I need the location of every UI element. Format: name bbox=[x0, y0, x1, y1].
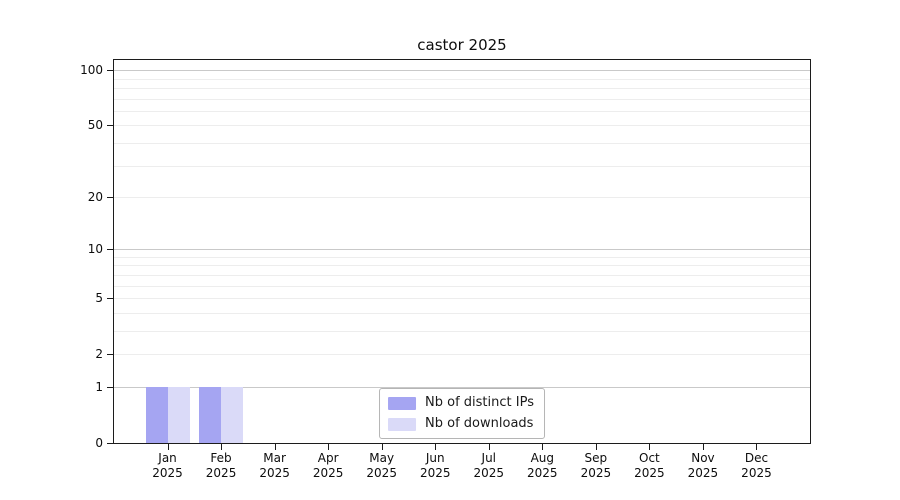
y-tick-label: 0 bbox=[95, 436, 103, 450]
x-tick-label: Oct 2025 bbox=[634, 451, 665, 480]
minor-gridline bbox=[114, 330, 810, 332]
x-tick bbox=[381, 444, 383, 450]
distinct-ips-swatch bbox=[388, 396, 417, 410]
y-tick bbox=[107, 298, 113, 300]
y-tick bbox=[107, 354, 113, 356]
x-tick bbox=[167, 444, 169, 450]
y-tick bbox=[107, 386, 113, 388]
x-tick bbox=[435, 444, 437, 450]
x-tick bbox=[702, 444, 704, 450]
y-tick bbox=[107, 443, 113, 444]
x-tick-label: Apr 2025 bbox=[312, 451, 344, 480]
x-tick-label: May 2025 bbox=[366, 451, 397, 480]
minor-gridline bbox=[114, 87, 810, 89]
minor-gridline bbox=[114, 312, 810, 314]
y-tick bbox=[107, 249, 113, 251]
y-tick bbox=[107, 197, 113, 199]
major-gridline bbox=[114, 249, 810, 251]
x-tick bbox=[221, 444, 223, 450]
minor-gridline bbox=[114, 125, 810, 127]
x-tick bbox=[488, 444, 490, 450]
major-gridline bbox=[114, 386, 810, 388]
chart-legend: Nb of distinct IPs Nb of downloads bbox=[379, 388, 545, 439]
legend-label-distinct-ips: Nb of distinct IPs bbox=[425, 395, 534, 410]
x-tick bbox=[595, 444, 597, 450]
x-tick-label: Jul 2025 bbox=[473, 451, 505, 480]
x-tick-label: Sep 2025 bbox=[580, 451, 612, 480]
minor-gridline bbox=[114, 274, 810, 276]
minor-gridline bbox=[114, 142, 810, 144]
bar-distinct-ips-jan-2025 bbox=[145, 386, 168, 443]
minor-gridline bbox=[114, 78, 810, 80]
downloads-swatch bbox=[388, 417, 417, 431]
legend-item-distinct-ips: Nb of distinct IPs bbox=[388, 395, 534, 411]
x-tick-label: Mar 2025 bbox=[259, 451, 290, 480]
major-gridline bbox=[114, 70, 810, 72]
y-tick-label: 50 bbox=[87, 118, 103, 133]
plot-area: Nb of distinct IPs Nb of downloads bbox=[113, 59, 811, 444]
x-tick bbox=[328, 444, 330, 450]
y-tick-label: 5 bbox=[95, 291, 103, 306]
x-tick-label: Dec 2025 bbox=[741, 451, 772, 480]
chart-title: castor 2025 bbox=[417, 36, 507, 54]
minor-gridline bbox=[114, 298, 810, 300]
minor-gridline bbox=[114, 98, 810, 100]
y-tick-label: 10 bbox=[87, 242, 103, 257]
minor-gridline bbox=[114, 110, 810, 112]
x-tick-label: Feb 2025 bbox=[205, 451, 237, 480]
x-tick bbox=[649, 444, 651, 450]
x-tick-label: Jun 2025 bbox=[419, 451, 451, 480]
legend-item-downloads: Nb of downloads bbox=[388, 416, 534, 432]
bar-downloads-feb-2025 bbox=[221, 386, 244, 443]
y-tick-label: 1 bbox=[95, 379, 103, 394]
legend-label-downloads: Nb of downloads bbox=[425, 416, 534, 431]
minor-gridline bbox=[114, 265, 810, 267]
minor-gridline bbox=[114, 354, 810, 356]
x-tick bbox=[274, 444, 276, 450]
y-tick-label: 2 bbox=[95, 347, 103, 362]
minor-gridline bbox=[114, 197, 810, 199]
y-tick bbox=[107, 125, 113, 127]
y-tick-label: 100 bbox=[80, 63, 103, 78]
x-tick-label: Nov 2025 bbox=[687, 451, 719, 480]
bar-downloads-jan-2025 bbox=[167, 386, 190, 443]
x-tick-label: Aug 2025 bbox=[527, 451, 558, 480]
x-tick bbox=[542, 444, 544, 450]
x-tick bbox=[756, 444, 758, 450]
minor-gridline bbox=[114, 285, 810, 287]
bar-distinct-ips-feb-2025 bbox=[199, 386, 222, 443]
y-tick bbox=[107, 70, 113, 72]
minor-gridline bbox=[114, 256, 810, 258]
minor-gridline bbox=[114, 165, 810, 167]
x-tick-label: Jan 2025 bbox=[152, 451, 183, 480]
y-tick-label: 20 bbox=[87, 190, 103, 205]
